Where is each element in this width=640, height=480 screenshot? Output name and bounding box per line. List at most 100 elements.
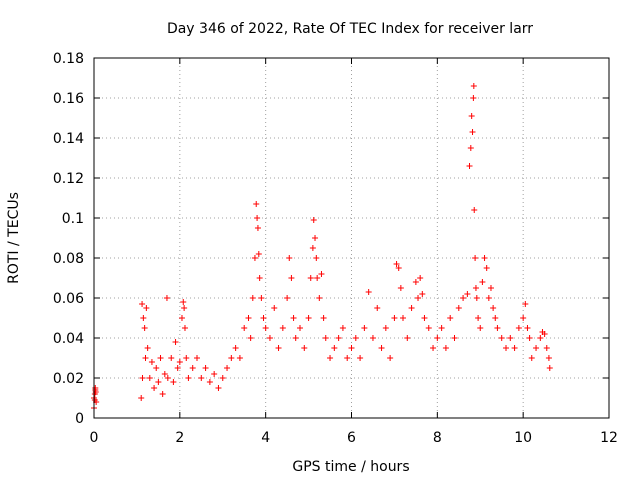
data-point: [404, 335, 411, 341]
y-tick-label: 0.14: [53, 131, 84, 147]
data-point: [271, 305, 278, 311]
data-point: [143, 305, 150, 311]
data-point: [348, 345, 355, 351]
data-point: [391, 315, 398, 321]
data-point: [352, 335, 359, 341]
data-point: [153, 365, 160, 371]
data-point: [473, 295, 480, 301]
x-axis-label: GPS time / hours: [292, 459, 409, 475]
data-point: [185, 375, 192, 381]
x-tick-label: 6: [347, 430, 356, 446]
data-point: [520, 315, 527, 321]
data-point: [297, 325, 303, 331]
data-point: [309, 245, 316, 251]
data-point: [290, 315, 297, 321]
data-point: [174, 365, 181, 371]
data-point: [545, 355, 552, 361]
data-point: [168, 355, 175, 361]
data-point: [472, 285, 479, 291]
data-point: [92, 387, 99, 393]
y-tick-label: 0.1: [62, 211, 84, 227]
data-point: [249, 295, 256, 301]
data-point: [526, 335, 533, 341]
data-point: [266, 335, 273, 341]
y-tick-label: 0: [75, 411, 84, 427]
data-point: [447, 315, 454, 321]
data-point: [546, 365, 553, 371]
x-tick-label: 12: [600, 430, 618, 446]
data-point: [170, 379, 177, 385]
y-tick-label: 0.02: [53, 371, 84, 387]
data-point: [312, 235, 319, 241]
x-tick-label: 8: [433, 430, 442, 446]
data-point: [148, 359, 155, 365]
data-point: [503, 345, 509, 351]
data-point: [151, 385, 158, 391]
data-point: [475, 315, 482, 321]
data-point: [310, 217, 317, 223]
data-point: [528, 355, 535, 361]
data-point: [313, 255, 320, 261]
data-point: [344, 355, 351, 361]
data-point: [395, 265, 402, 271]
y-tick-label: 0.18: [53, 51, 84, 67]
data-point: [425, 325, 432, 331]
data-point: [322, 335, 329, 341]
data-point: [320, 315, 327, 321]
y-tick-label: 0.04: [53, 331, 84, 347]
data-point: [314, 275, 321, 281]
data-point: [163, 295, 170, 301]
data-point: [365, 289, 372, 295]
data-point: [180, 299, 187, 305]
data-point: [198, 375, 205, 381]
data-point: [393, 261, 400, 267]
data-point: [139, 301, 146, 307]
data-point: [254, 215, 261, 221]
data-point: [492, 315, 499, 321]
data-point: [236, 355, 243, 361]
data-point: [483, 265, 490, 271]
data-point: [467, 145, 474, 151]
data-point: [228, 355, 235, 361]
data-point: [159, 391, 166, 397]
data-point: [189, 365, 196, 371]
x-tick-label: 0: [90, 430, 99, 446]
data-point: [255, 251, 262, 257]
data-point: [183, 355, 190, 361]
data-point: [430, 345, 437, 351]
data-point: [262, 325, 269, 331]
data-point: [251, 255, 258, 261]
data-point: [286, 255, 293, 261]
data-point: [357, 355, 364, 361]
data-point: [490, 305, 497, 311]
data-point: [369, 335, 376, 341]
data-point: [468, 113, 475, 119]
data-point: [543, 345, 550, 351]
chart-title: Day 346 of 2022, Rate Of TEC Index for r…: [167, 21, 533, 37]
data-points: [91, 83, 553, 411]
data-point: [477, 325, 484, 331]
data-point: [487, 285, 494, 291]
data-point: [139, 375, 146, 381]
data-point: [464, 291, 471, 297]
data-point: [387, 355, 394, 361]
data-point: [211, 371, 218, 377]
data-point: [224, 365, 231, 371]
data-point: [284, 295, 291, 301]
data-point: [181, 305, 188, 311]
y-tick-label: 0.12: [53, 171, 84, 187]
data-point: [479, 279, 486, 285]
data-point: [157, 355, 164, 361]
data-point: [451, 335, 458, 341]
data-point: [142, 355, 149, 361]
data-point: [194, 355, 200, 361]
data-point: [279, 325, 286, 331]
data-point: [511, 345, 518, 351]
data-point: [460, 295, 467, 301]
data-point: [247, 335, 254, 341]
data-point: [176, 359, 183, 365]
data-point: [146, 375, 153, 381]
data-point: [292, 335, 299, 341]
data-point: [91, 397, 98, 403]
data-point: [524, 325, 531, 331]
